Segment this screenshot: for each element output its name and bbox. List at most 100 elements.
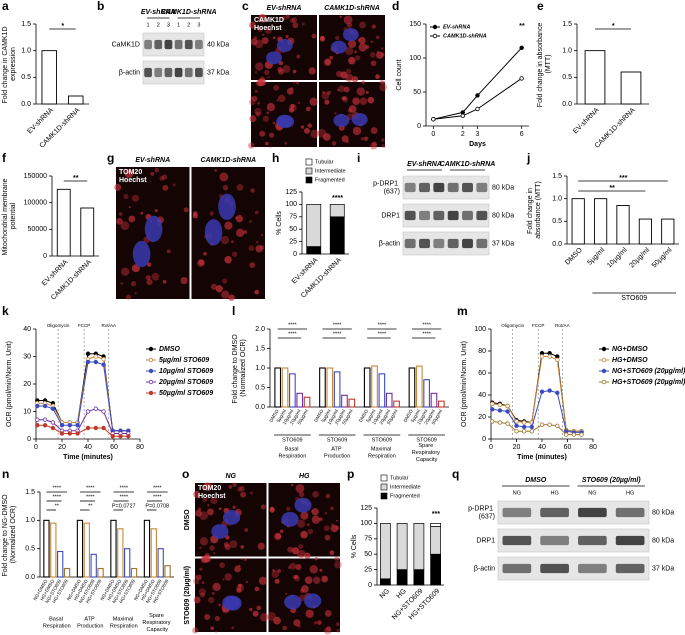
nucleus [276,38,293,52]
mito-signal [218,507,222,511]
mito-signal [250,188,255,193]
mito-signal [257,542,265,550]
text-line: Respiration [43,624,71,630]
mito-signal [330,524,339,533]
mito-signal [114,183,122,191]
blot-strip [402,175,490,200]
mito-signal [254,210,259,215]
blot-band [578,535,607,546]
y-tick-label: 20 [478,414,486,421]
blot-band [404,238,416,249]
y-tick-label: 1.0 [552,196,562,203]
mito-signal [354,55,361,61]
mito-signal [207,504,210,507]
annotation: **** [153,485,162,491]
x-tick-label: CAMK1D-shRNA [594,107,637,150]
bar [326,367,334,408]
x-tick-label: 20 [513,444,521,451]
mito-signal [309,565,318,574]
row-label: DMSO [184,509,191,531]
y-tick-label: 0.0 [21,101,31,108]
panel-letter: d [392,0,399,13]
point [490,419,495,424]
series-line [433,77,522,120]
lane-label: 3 [197,22,200,28]
mito-signal [357,38,361,42]
point [555,357,560,362]
point [42,423,48,428]
mito-signal [291,17,298,23]
point [67,431,72,436]
mito-signal [335,525,340,530]
y-tick-label: 25 [289,238,297,245]
mito-signal [154,209,158,213]
blot-band [404,210,416,221]
blot-band [174,39,183,50]
nucleus [294,497,312,513]
mito-signal [271,570,280,578]
lane-label: HG [626,490,634,496]
legend-label: NG+DMSO [612,346,648,353]
annotation: **** [86,485,95,491]
x-tick-label: ATP Production [77,617,103,630]
panel-letter: g [107,151,114,165]
point [514,423,519,428]
blot-strip [402,231,490,256]
mito-signal [253,36,258,40]
nucleus [218,193,236,220]
panel-letter: b [97,0,104,13]
mito-signal [304,576,313,585]
legend-label: 50µg/ml STO609 [159,390,213,397]
y-axis-label: Cell count [396,59,403,90]
bar-segment [306,246,322,255]
y-axis-label: Fold change in absorbance (MTT) [537,21,552,107]
lane-label: 2 [157,22,160,28]
bar [385,392,393,408]
nucleus [342,28,359,42]
annotation: **** [422,322,431,328]
mito-signal [232,482,237,487]
mito-signal [234,565,241,573]
mito-signal [296,54,301,59]
y-tick-label: 2.0 [255,326,265,333]
mito-signal [222,184,229,191]
bar [430,392,438,408]
text-line: Respiratory [142,620,172,626]
legend-marker [148,379,154,385]
mito-signal [346,22,353,28]
annotation: *** [619,175,627,182]
mito-signal [151,272,160,281]
overlay-label: TOM20 [119,169,142,176]
panel-letter: q [452,467,459,481]
mito-signal [219,172,229,182]
bar [371,365,378,408]
panel-letter: k [2,304,9,318]
mito-signal [244,528,249,532]
mito-signal [307,528,314,535]
point [475,106,480,112]
text-line: Production [77,624,103,630]
x-tick-label: 0 [34,444,38,451]
overlay-label: TOM20 [198,485,221,492]
mito-signal [311,508,319,516]
micrograph [251,82,317,147]
text-line: Fold change in [527,186,534,234]
annotation: **** [52,494,61,500]
mito-signal [240,491,247,498]
bar [97,567,104,578]
y-tick-label: 0 [43,253,47,260]
mito-signal [224,544,231,551]
x-tick-label: 5µg/ml [586,246,606,266]
point [101,409,106,414]
mito-signal [326,626,331,632]
mito-signal [307,123,313,128]
bar [437,400,445,408]
point [521,420,527,425]
y-tick-label: 150000 [24,173,47,180]
blot-header: EV-shRNA [141,9,176,16]
mito-signal [154,168,159,173]
event-label: Rot/AA [102,323,117,328]
mito-signal [341,135,349,143]
blot-band [447,182,459,193]
legend-marker [148,357,154,363]
